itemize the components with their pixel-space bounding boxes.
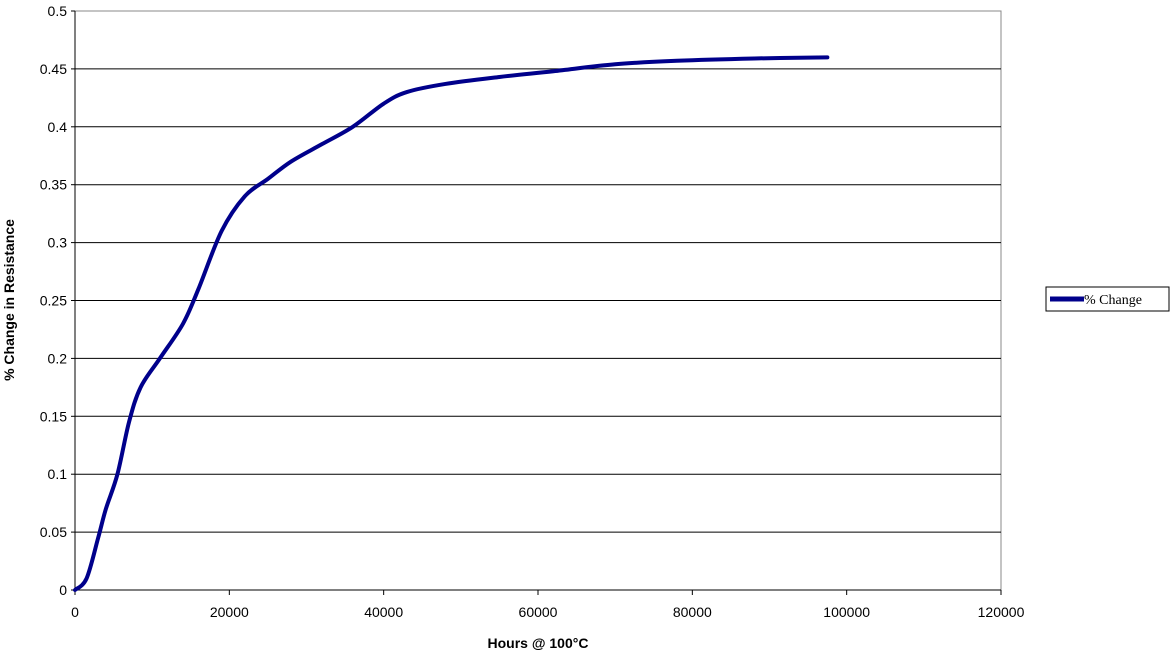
x-tick-label: 100000 [823,604,870,620]
x-tick-label: 20000 [210,604,249,620]
x-tick-label: 80000 [673,604,712,620]
y-tick-label: 0.45 [40,61,67,77]
legend-label: % Change [1084,293,1142,308]
y-tick-label: 0.15 [40,408,67,424]
y-axis-title: % Change in Resistance [1,219,17,381]
x-tick-label: 60000 [519,604,558,620]
legend: % Change [1045,286,1170,312]
series-lines [73,55,830,592]
y-tick-label: 0.1 [48,466,68,482]
y-tick-label: 0.4 [48,119,68,135]
y-tick-label: 0.5 [48,3,68,19]
y-tick-label: 0.3 [48,235,68,251]
series-line-percent-change [73,55,830,592]
y-tick-label: 0.25 [40,293,67,309]
y-tick-label: 0.35 [40,177,67,193]
y-tick-label: 0.05 [40,524,67,540]
y-tick-label: 0.2 [48,350,68,366]
x-tick-label: 0 [71,604,79,620]
x-tick-label: 120000 [978,604,1025,620]
x-axis-title: Hours @ 100°C [488,635,589,651]
y-tick-labels: 0 0.05 0.1 0.15 0.2 0.25 0.3 0.35 0.4 0.45 0.5 [40,3,75,598]
y-tick-label: 0 [59,582,67,598]
x-tick-label: 40000 [364,604,403,620]
x-tick-labels: 0 20000 40000 60000 80000 100000 120000 [71,590,1025,620]
